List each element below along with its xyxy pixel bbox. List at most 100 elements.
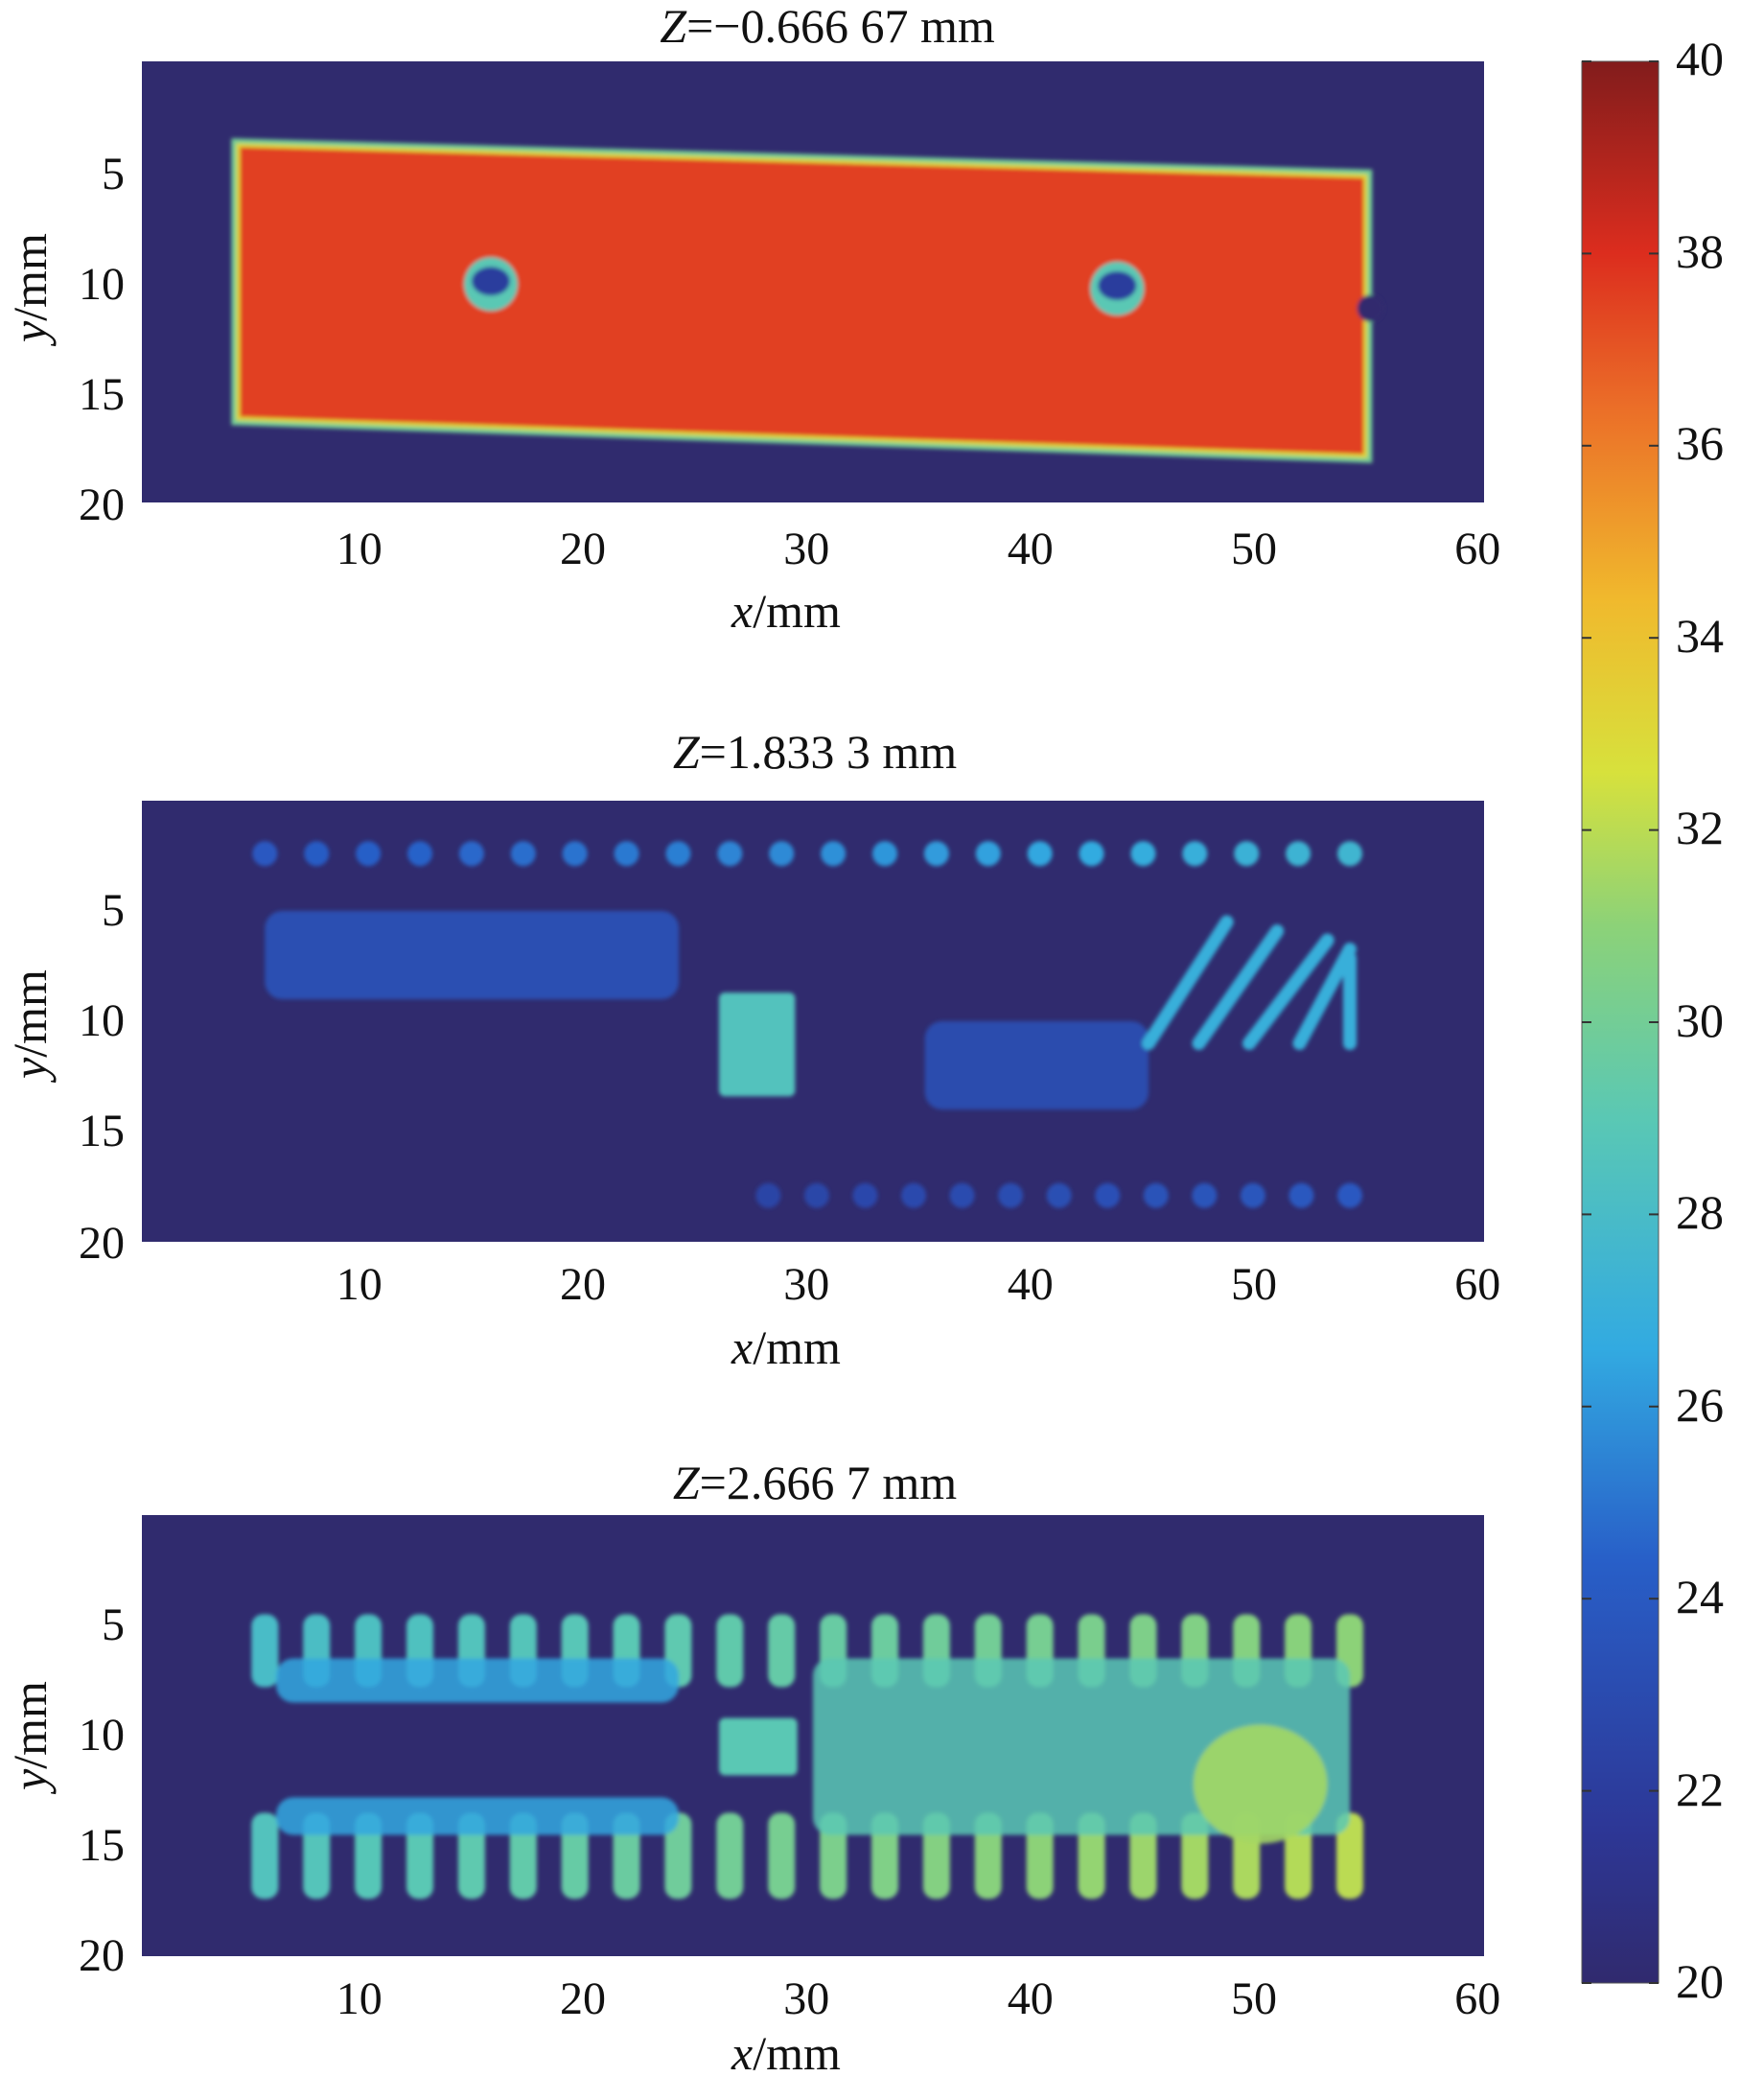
pin-mark — [1288, 1182, 1314, 1208]
pin-mark — [901, 1182, 926, 1208]
x-tick-label: 60 — [1454, 524, 1500, 574]
heatmap-panel-1: Z=−0.666 67 mm 10 20 30 40 50 60 x/mm 5 … — [3, 0, 1500, 638]
hole — [1098, 270, 1137, 300]
panel-1-y-tick-labels: 5 10 15 20 — [79, 149, 125, 530]
pin-mark — [1234, 841, 1260, 867]
panel-1-y-axis: 5 10 15 20 y/mm — [3, 149, 125, 530]
panel-3-y-axis: 5 10 15 20 y/mm — [3, 1599, 125, 1981]
colorbar-tick-label: 26 — [1676, 1378, 1724, 1432]
pin-mark — [975, 841, 1001, 867]
pin-mark — [510, 841, 536, 867]
pin-mark — [923, 841, 949, 867]
x-tick-label: 40 — [1008, 1259, 1054, 1310]
trace-line — [1142, 915, 1234, 1050]
panel-1-x-tick-labels: 10 20 30 40 50 60 — [337, 524, 1501, 574]
panel-3-x-tick-labels: 10 20 30 40 50 60 — [337, 1973, 1501, 2024]
x-tick-label: 60 — [1454, 1259, 1500, 1310]
pin-mark — [1182, 841, 1208, 867]
trace-band — [924, 1021, 1149, 1109]
pin-mark — [614, 841, 639, 867]
pin-mark — [252, 841, 278, 867]
pin-mark — [769, 841, 795, 867]
y-tick-label: 15 — [79, 369, 125, 420]
pin-mark — [1240, 1182, 1265, 1208]
y-tick-label: 10 — [79, 995, 125, 1046]
hot-spot — [1193, 1724, 1328, 1844]
panel-3-y-axis-label: y/mm — [3, 1681, 57, 1795]
x-tick-label: 60 — [1454, 1973, 1500, 2024]
panel-2-heat-features — [252, 841, 1362, 1208]
pin-mark — [949, 1182, 975, 1208]
x-tick-label: 50 — [1231, 1259, 1277, 1310]
pin-mark — [562, 841, 588, 867]
y-tick-label: 20 — [79, 479, 125, 530]
die-region — [719, 992, 796, 1097]
pin-mark — [407, 841, 432, 867]
pin-mark — [821, 841, 847, 867]
pin-mark — [1337, 1182, 1362, 1208]
pin-mark — [872, 841, 897, 867]
pin-mark — [356, 841, 382, 867]
trace-band — [276, 1797, 679, 1835]
colorbar-tick-label: 40 — [1676, 32, 1724, 85]
pin-mark — [1337, 841, 1362, 867]
pin-mark — [998, 1182, 1024, 1208]
heat-layer — [231, 138, 1384, 463]
x-tick-label: 30 — [783, 524, 829, 574]
pin-mark — [1046, 1182, 1072, 1208]
x-tick-label: 20 — [560, 524, 606, 574]
panel-2-x-tick-labels: 10 20 30 40 50 60 — [337, 1259, 1501, 1310]
pin-mark — [1079, 841, 1104, 867]
colorbar-tick-label: 32 — [1676, 801, 1724, 854]
colorbar-tick-label: 30 — [1676, 993, 1724, 1047]
panel-3-y-tick-labels: 5 10 15 20 — [79, 1599, 125, 1981]
lead-mark — [716, 1812, 744, 1900]
lead-mark — [768, 1812, 796, 1900]
colorbar-ticks — [1582, 60, 1659, 1984]
colorbar-tick-label: 22 — [1676, 1762, 1724, 1816]
pin-mark — [1027, 841, 1053, 867]
panel-3-heat-features — [251, 1614, 1363, 1900]
panel-2-title: Z=1.833 3 mm — [673, 725, 957, 779]
panel-2-y-axis-label: y/mm — [3, 969, 57, 1084]
x-tick-label: 50 — [1231, 1973, 1277, 2024]
colorbar-gradient — [1581, 60, 1660, 1984]
pin-mark — [852, 1182, 878, 1208]
pin-mark — [1095, 1182, 1121, 1208]
y-tick-label: 20 — [79, 1930, 125, 1981]
heatmap-panel-2: Z=1.833 3 mm 10 20 30 40 50 60 x/mm 5 10… — [3, 725, 1500, 1374]
pin-mark — [304, 841, 330, 867]
heatmap-panel-3: Z=2.666 7 mm 10 20 30 40 50 60 x/mm 5 10… — [3, 1456, 1500, 2077]
colorbar-tick-label: 20 — [1676, 1954, 1724, 2008]
plate-notch — [1357, 294, 1384, 322]
trace-line — [1242, 933, 1335, 1050]
panel-1-y-axis-label: y/mm — [3, 233, 57, 347]
panel-1-x-axis-label: x/mm — [731, 584, 841, 638]
panel-2-y-tick-labels: 5 10 15 20 — [79, 885, 125, 1269]
lead-mark — [716, 1614, 744, 1688]
trace-band — [276, 1658, 679, 1703]
colorbar: 20 22 24 26 28 30 32 34 36 38 40 — [1581, 32, 1724, 2008]
y-tick-label: 5 — [102, 885, 125, 936]
lead-mark — [1336, 1812, 1363, 1900]
pin-mark — [458, 841, 484, 867]
trace-line — [1192, 923, 1285, 1050]
pin-mark — [803, 1182, 829, 1208]
y-tick-label: 10 — [79, 259, 125, 310]
pin-mark — [1192, 1182, 1218, 1208]
panel-2-plot-area — [142, 801, 1484, 1242]
x-tick-label: 50 — [1231, 524, 1277, 574]
panel-1-heat-features — [231, 138, 1384, 463]
plate-region — [236, 143, 1368, 458]
colorbar-tick-label: 38 — [1676, 224, 1724, 278]
lead-mark — [664, 1812, 692, 1900]
panel-2-x-axis: 10 20 30 40 50 60 x/mm — [337, 1259, 1501, 1374]
panel-3-x-axis-label: x/mm — [731, 2026, 841, 2077]
x-tick-label: 10 — [337, 1973, 383, 2024]
pin-mark — [1143, 1182, 1169, 1208]
panel-2-y-axis: 5 10 15 20 y/mm — [3, 885, 125, 1269]
x-tick-label: 20 — [560, 1973, 606, 2024]
x-tick-label: 40 — [1008, 524, 1054, 574]
heat-layer — [252, 841, 1362, 1208]
pin-mark — [1130, 841, 1156, 867]
